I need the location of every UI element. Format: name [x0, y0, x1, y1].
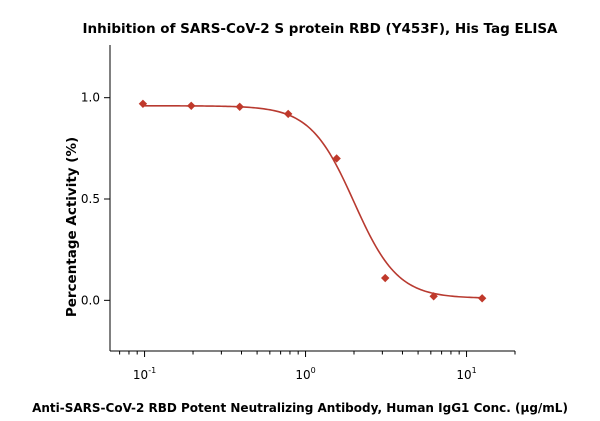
y-ticks: 0.0 0.5 1.0 [81, 91, 110, 307]
y-axis-label: Percentage Activity (%) [64, 137, 80, 317]
x-tick-base: 10 [133, 368, 148, 382]
x-tick-exponent: 0 [311, 366, 316, 375]
x-tick-label: 100 [295, 366, 315, 382]
data-point [138, 99, 148, 108]
data-point [429, 292, 438, 301]
chart-title: Inhibition of SARS-CoV-2 S protein RBD (… [82, 21, 558, 37]
data-point [332, 154, 341, 163]
x-ticks: 10-1 100 101 [119, 351, 516, 382]
y-tick-label: 1.0 [81, 91, 100, 105]
data-point [283, 109, 293, 119]
x-tick-exponent: -1 [148, 366, 156, 375]
x-tick-label: 10-1 [133, 366, 156, 382]
plot-area: 10-1 100 101 0.00.51.0 [81, 45, 516, 382]
x-tick-base: 10 [456, 368, 471, 382]
y-tick-label: 0.5 [81, 192, 100, 206]
x-tick-label: 101 [456, 366, 476, 382]
data-point [187, 101, 196, 110]
data-points [138, 99, 487, 303]
fit-curve [142, 105, 483, 299]
data-point [235, 102, 244, 112]
data-point [381, 273, 390, 283]
data-point [477, 294, 487, 303]
x-tick-exponent: 1 [472, 366, 477, 375]
x-axis-label: Anti-SARS-CoV-2 RBD Potent Neutralizing … [32, 401, 568, 415]
y-tick-label: 0.0 [81, 293, 100, 307]
x-tick-base: 10 [295, 368, 310, 382]
